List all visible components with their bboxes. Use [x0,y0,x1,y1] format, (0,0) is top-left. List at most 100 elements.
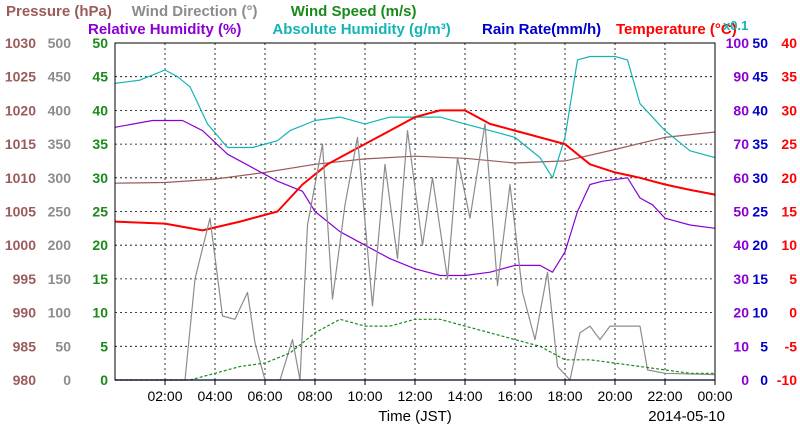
y-tick-label: 15 [92,271,108,287]
y-tick-label: 20 [733,305,749,321]
y-tick-label: 1010 [5,170,36,186]
y-tick-label: 25 [752,204,768,220]
y-tick-label: 40 [733,237,749,253]
y-tick-label: 1015 [5,136,36,152]
y-tick-label: 995 [13,271,37,287]
y-tick-label: 50 [733,204,749,220]
y-tick-label: 10 [733,338,749,354]
legend-entry: Rain Rate(mm/h) [482,21,601,38]
series-line [114,119,716,277]
y-tick-label: 1020 [5,102,36,118]
x-tick-label: 16:00 [497,388,532,404]
y-tick-label: 25 [92,204,108,220]
y-tick-label: 30 [752,170,768,186]
x-axis-label: Time (JST) [378,408,452,425]
y-tick-label: 50 [752,35,768,51]
y-tick-label: -10 [777,372,797,388]
x-tick-label: 20:00 [597,388,632,404]
y-tick-label: 500 [48,35,72,51]
series-line [114,55,716,179]
y-tick-label: -5 [785,338,798,354]
y-tick-label: 80 [733,102,749,118]
x-tick-label: 18:00 [547,388,582,404]
y-tick-label: 10 [752,305,768,321]
y-tick-label: 25 [781,136,797,152]
y-tick-label: 10 [92,305,108,321]
legend: Pressure (hPa) Wind Direction (°) Wind Spe… [6,3,737,38]
y-axes: 1030102510201015101010051000995990985980… [5,35,797,388]
y-tick-label: 30 [733,271,749,287]
y-tick-label: 350 [48,136,72,152]
y-tick-label: 985 [13,338,37,354]
y-tick-label: 980 [13,372,37,388]
y-tick-label: 15 [781,204,797,220]
legend-entry: Pressure (hPa) [6,3,112,20]
series-line [115,318,715,381]
y-tick-label: 40 [92,102,108,118]
y-tick-label: 60 [733,170,749,186]
y-tick-label: 35 [781,69,797,85]
y-tick-label: 35 [752,136,768,152]
x-axis: 02:00 04:00 06:00 08:00 10:00 12:00 14:00 16:00… [147,380,733,404]
legend-entry: Wind Speed (m/s) [291,3,417,20]
legend-entry: Absolute Humidity (g/m³) [272,21,450,38]
y-tick-label: 0 [100,372,108,388]
y-tick-label: 300 [48,170,72,186]
y-tick-label: 100 [726,35,750,51]
y-tick-label: 5 [760,338,768,354]
y-tick-label: 250 [48,204,72,220]
legend-entry: Wind Direction (°) [132,3,258,20]
y-tick-label: 40 [752,102,768,118]
series-line [114,131,716,184]
y-tick-label: 0 [741,372,749,388]
x-tick-label: 14:00 [447,388,482,404]
y-tick-label: 450 [48,69,72,85]
y-tick-label: 20 [752,237,768,253]
legend-entry: Relative Humidity (%) [88,21,241,38]
y-tick-label: 0 [760,372,768,388]
y-tick-label: 35 [92,136,108,152]
y-tick-label: 100 [48,305,72,321]
y-tick-label: 90 [733,69,749,85]
y-tick-label: 150 [48,271,72,287]
y-tick-label: 50 [55,338,71,354]
y-tick-label: 1025 [5,69,36,85]
x-tick-label: 06:00 [247,388,282,404]
gridlines [115,43,715,380]
series-line [114,109,716,232]
y-tick-label: 40 [781,35,797,51]
x-tick-label: 10:00 [347,388,382,404]
y-tick-label: 0 [63,372,71,388]
x-tick-label: 04:00 [197,388,232,404]
y-tick-label: 1000 [5,237,36,253]
y-tick-label: 30 [781,102,797,118]
y-tick-label: 30 [92,170,108,186]
x-tick-label: 00:00 [697,388,732,404]
y-tick-label: 400 [48,102,72,118]
y-tick-label: 5 [789,271,797,287]
y-tick-label: 1005 [5,204,36,220]
y-tick-label: 20 [781,170,797,186]
y-tick-label: 0 [789,305,797,321]
y-tick-label: 1030 [5,35,36,51]
y-tick-label: 5 [100,338,108,354]
y-tick-label: 45 [752,69,768,85]
y-tick-label: 45 [92,69,108,85]
y-tick-label: 20 [92,237,108,253]
y-tick-label: 70 [733,136,749,152]
date-label: 2014-05-10 [648,408,725,425]
y-tick-label: 50 [92,35,108,51]
axis-multiplier-note: x0.1 [723,18,748,33]
x-tick-label: 08:00 [297,388,332,404]
y-tick-label: 15 [752,271,768,287]
y-tick-label: 200 [48,237,72,253]
legend-entry: Temperature (°C) [616,21,737,38]
x-tick-label: 12:00 [397,388,432,404]
x-tick-label: 02:00 [147,388,182,404]
y-tick-label: 10 [781,237,797,253]
series-line [115,123,716,381]
x-tick-label: 22:00 [647,388,682,404]
y-tick-label: 990 [13,305,37,321]
